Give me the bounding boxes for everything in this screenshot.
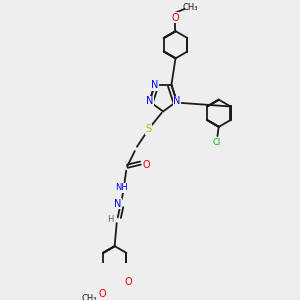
Text: N: N [114, 199, 122, 209]
Text: CH₃: CH₃ [183, 3, 198, 12]
Text: O: O [98, 289, 106, 299]
Text: N: N [151, 80, 158, 90]
Text: CH₃: CH₃ [81, 294, 97, 300]
Text: O: O [172, 13, 179, 22]
Text: O: O [142, 160, 150, 170]
Text: S: S [146, 124, 152, 134]
Text: Cl: Cl [213, 138, 221, 147]
Text: N: N [146, 97, 153, 106]
Text: NH: NH [115, 183, 128, 192]
Text: O: O [125, 277, 133, 287]
Text: H: H [107, 214, 114, 224]
Text: N: N [173, 97, 181, 106]
